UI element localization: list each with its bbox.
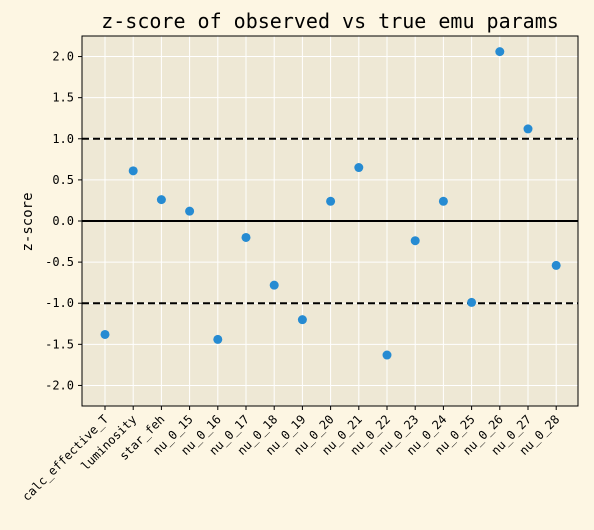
- data-point-nu-0-19: [297, 315, 307, 325]
- y-tick-label: 0.0: [52, 214, 74, 228]
- y-tick-label: -2.0: [45, 378, 74, 392]
- y-axis-label: z-score: [20, 192, 36, 251]
- data-point-nu-0-25: [467, 297, 477, 307]
- y-tick-label: 0.5: [52, 173, 74, 187]
- data-point-nu-0-18: [269, 280, 279, 290]
- data-point-nu-0-21: [354, 163, 364, 173]
- y-tick-label: -0.5: [45, 255, 74, 269]
- data-point-nu-0-22: [382, 350, 392, 360]
- data-point-luminosity: [128, 166, 138, 176]
- data-point-star-feh: [156, 195, 166, 205]
- data-point-nu-0-28: [551, 260, 561, 270]
- data-point-nu-0-20: [326, 196, 336, 206]
- y-tick-label: 1.0: [52, 132, 74, 146]
- y-tick-label: -1.5: [45, 337, 74, 351]
- data-point-calc-effective-T: [100, 329, 110, 339]
- reference-lines: [82, 137, 578, 305]
- data-points: [100, 47, 561, 360]
- data-point-nu-0-15: [185, 206, 195, 216]
- y-axis: -2.0 -1.5 -1.0 -0.5 0.0 0.5 1.0 1.5 2.0: [45, 50, 82, 392]
- data-point-nu-0-24: [438, 196, 448, 206]
- y-tick-label: 2.0: [52, 50, 74, 64]
- data-point-nu-0-17: [241, 232, 251, 242]
- chart-title: z-score of observed vs true emu params: [101, 9, 559, 33]
- data-point-nu-0-23: [410, 236, 420, 246]
- y-tick-label: -1.0: [45, 296, 74, 310]
- data-point-nu-0-27: [523, 124, 533, 134]
- y-tick-label: 1.5: [52, 91, 74, 105]
- data-point-nu-0-26: [495, 47, 505, 57]
- data-point-nu-0-16: [213, 334, 223, 344]
